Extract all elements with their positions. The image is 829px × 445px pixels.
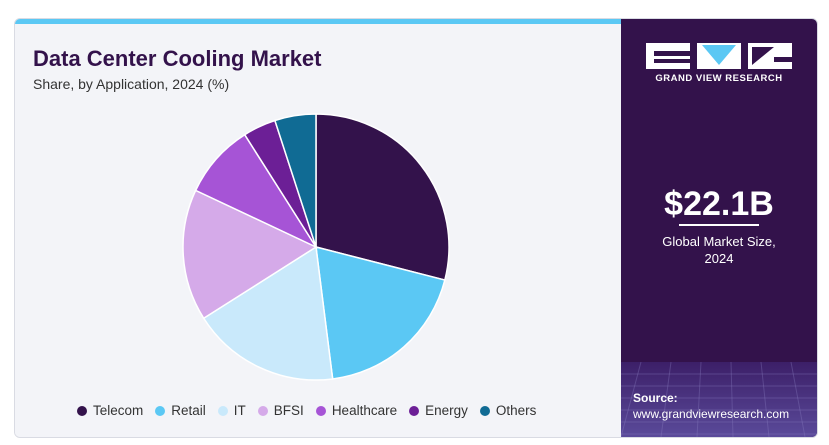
footer-grid-pattern: [621, 362, 817, 437]
legend-label: Energy: [425, 403, 468, 418]
legend-swatch-icon: [315, 405, 326, 416]
pie-slice-others: [273, 113, 317, 248]
chart-subtitle: Share, by Application, 2024 (%): [33, 76, 230, 92]
legend-swatch-icon: [155, 405, 166, 416]
legend-item-bfsi: BFSI: [257, 403, 304, 418]
chart-panel: Data Center Cooling Market Share, by App…: [15, 24, 621, 437]
legend-swatch-icon: [409, 405, 420, 416]
pie-slice-telecom: [315, 113, 450, 281]
stat-divider: [679, 224, 759, 226]
market-size-label-line2: 2024: [704, 251, 734, 266]
legend-item-energy: Energy: [409, 403, 468, 418]
legend-item-it: IT: [217, 403, 246, 418]
infographic-card: Data Center Cooling Market Share, by App…: [14, 18, 818, 438]
legend-item-retail: Retail: [155, 403, 206, 418]
legend-swatch-icon: [217, 405, 228, 416]
grand-view-research-logo-icon: [646, 43, 792, 69]
pie-chart: [182, 113, 450, 381]
legend-item-telecom: Telecom: [77, 403, 143, 418]
legend-swatch-icon: [479, 405, 490, 416]
pie-slice-retail: [315, 245, 446, 380]
sidebar-footer-band: [621, 362, 817, 437]
brand-name: GRAND VIEW RESEARCH: [655, 73, 783, 84]
market-size-label-line1: Global Market Size,: [662, 234, 776, 249]
summary-sidebar: GRAND VIEW RESEARCH $22.1B Global Market…: [621, 19, 817, 437]
source-label: Source:: [633, 391, 678, 405]
legend-label: Healthcare: [331, 403, 398, 418]
legend-label: Others: [495, 403, 537, 418]
market-size-label: Global Market Size, 2024: [621, 233, 817, 267]
legend-label: Telecom: [93, 403, 144, 418]
legend-swatch-icon: [257, 405, 268, 416]
accent-bar: [15, 19, 621, 24]
source-url[interactable]: www.grandviewresearch.com: [633, 407, 790, 421]
legend-label: BFSI: [273, 403, 304, 418]
legend-label: IT: [233, 403, 246, 418]
chart-title: Data Center Cooling Market: [33, 46, 322, 71]
market-size-value: $22.1B: [664, 185, 774, 223]
pie-slice-it: [202, 245, 334, 381]
chart-legend: Telecom Retail IT BFSI Healthcare Energy Other…: [77, 403, 548, 418]
pie-slice-bfsi: [182, 189, 318, 320]
legend-label: Retail: [171, 403, 206, 418]
legend-item-others: Others: [479, 403, 537, 418]
legend-item-healthcare: Healthcare: [315, 403, 398, 418]
source-note: Source: www.grandviewresearch.com: [633, 391, 789, 421]
legend-swatch-icon: [77, 405, 87, 416]
